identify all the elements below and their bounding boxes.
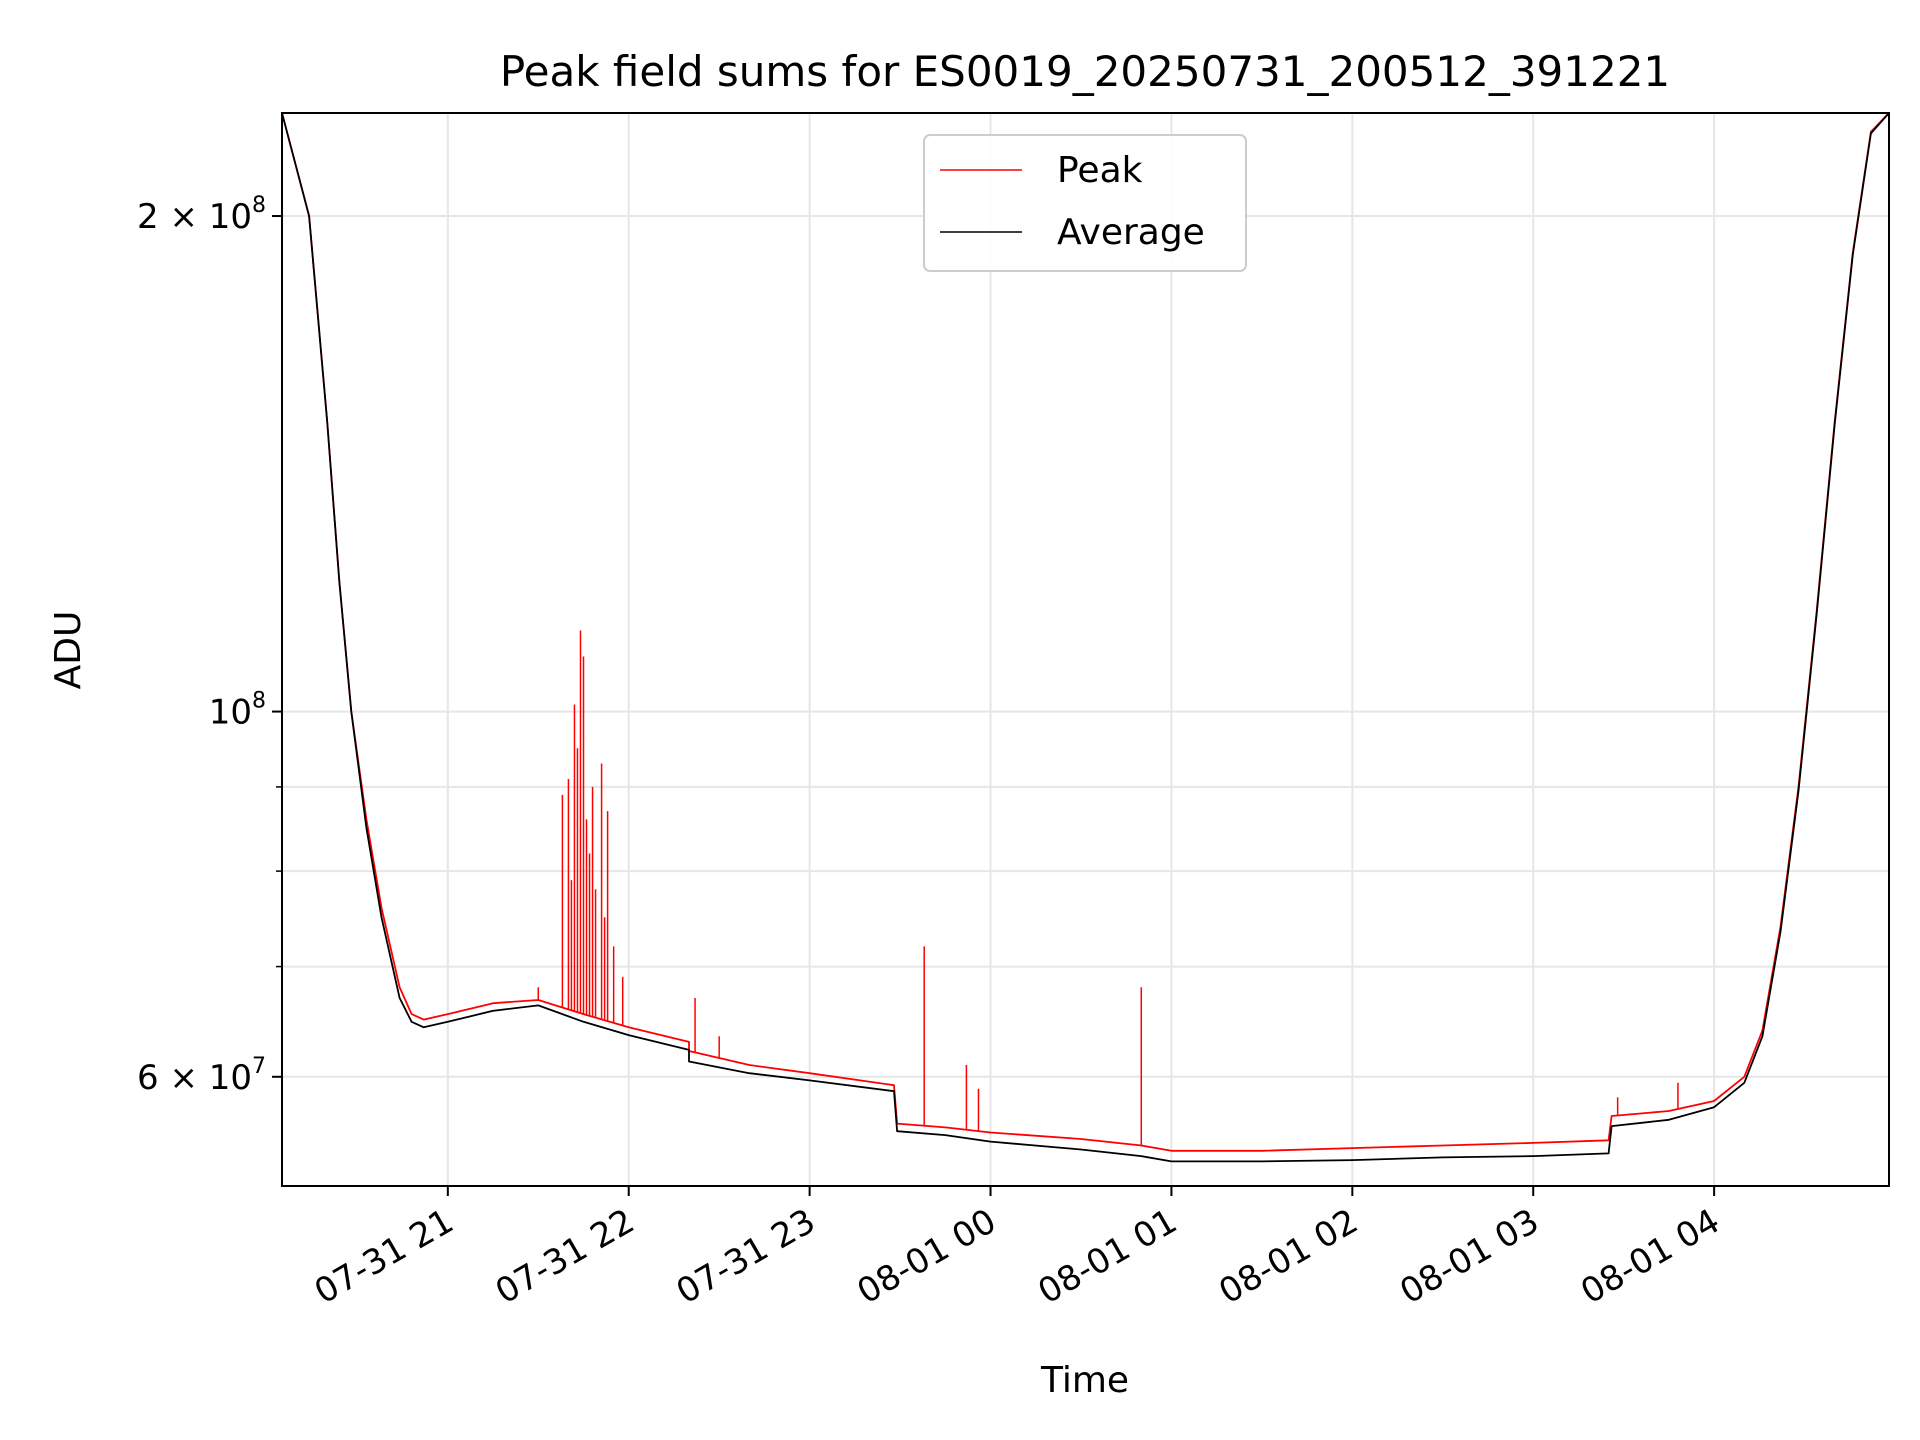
- chart-title: Peak field sums for ES0019_20250731_2005…: [500, 47, 1670, 96]
- plot-frame: [281, 112, 1890, 1187]
- series-line-peak: [282, 113, 1889, 1152]
- y-tick-label: 2 × 108: [137, 193, 266, 237]
- legend-label-average: Average: [1057, 212, 1205, 253]
- series-line-average: [282, 113, 1889, 1163]
- y-tick-label: 108: [209, 689, 266, 733]
- grid: [282, 113, 1889, 1186]
- series-layer: [282, 113, 1889, 1163]
- y-tick-label: 6 × 107: [137, 1054, 266, 1098]
- legend-label-peak: Peak: [1057, 150, 1143, 191]
- legend: Peak Average: [923, 134, 1247, 272]
- y-axis-label: ADU: [48, 611, 89, 690]
- y-axis: 2 × 108 108 6 × 107: [137, 193, 282, 1098]
- legend-box: [923, 134, 1247, 272]
- x-axis-label: Time: [1040, 1360, 1129, 1401]
